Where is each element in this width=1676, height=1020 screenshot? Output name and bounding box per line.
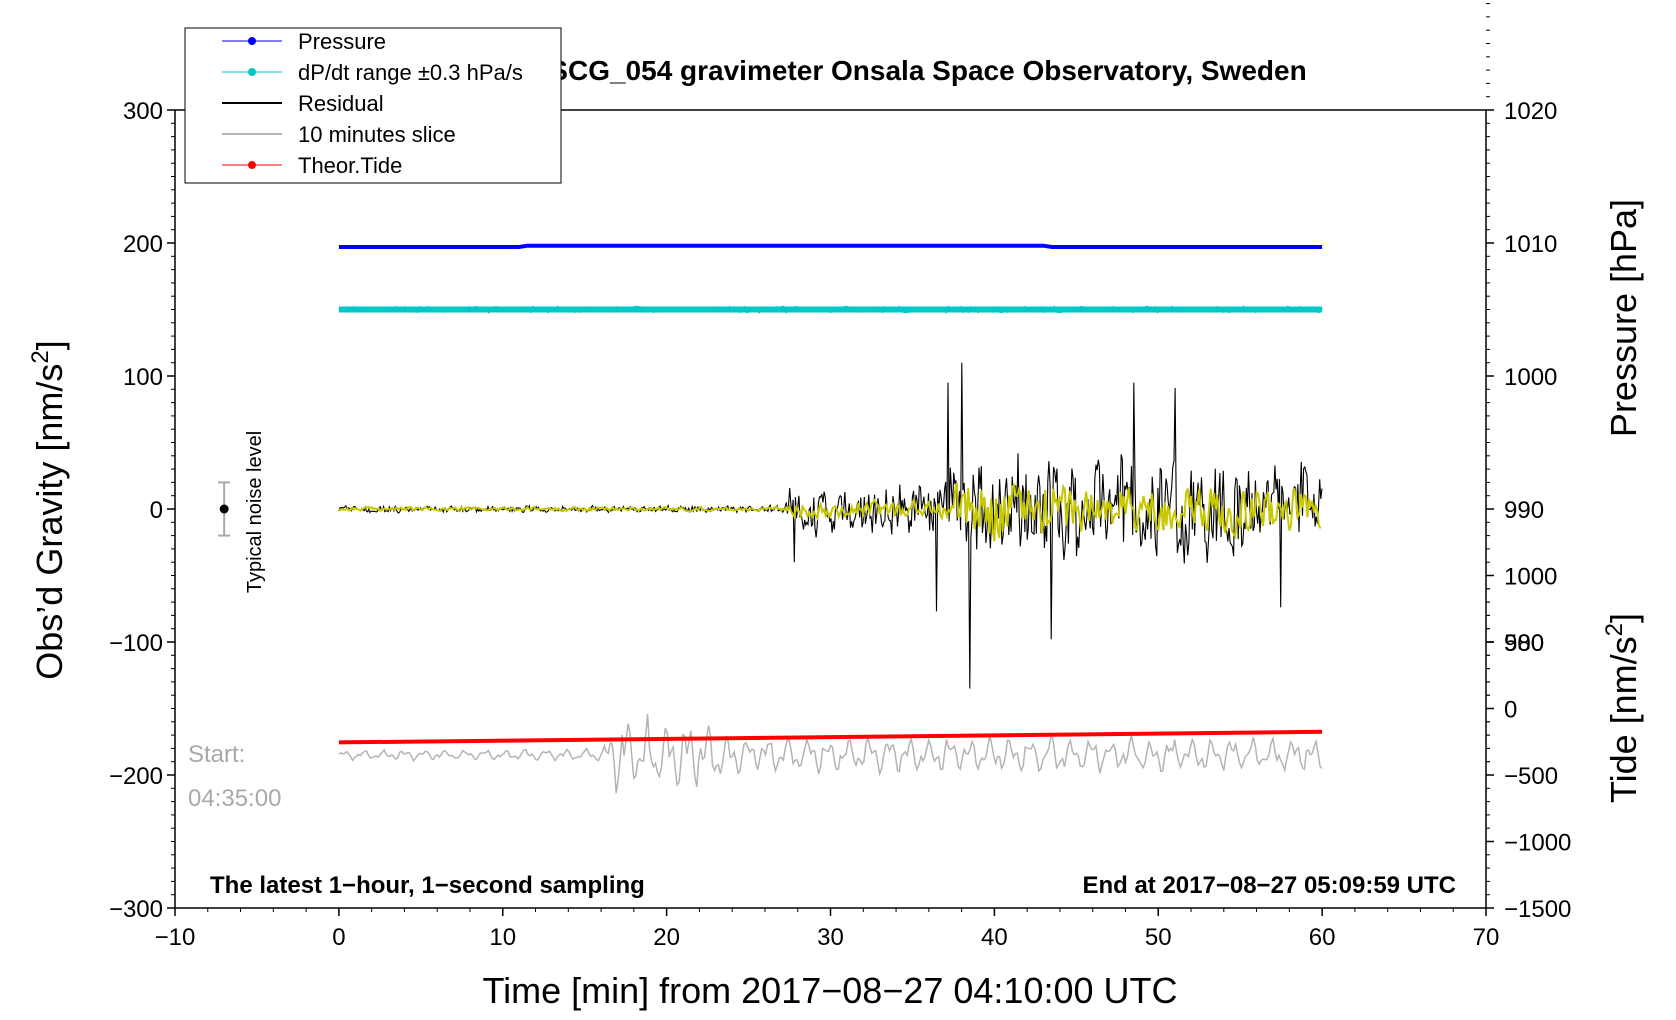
y-axis-title-tide: Tide [nm/s2] (1601, 613, 1644, 803)
y-left-tick-label: 100 (123, 364, 163, 391)
x-tick-label: −10 (155, 924, 196, 951)
axis-ticks: −10 0 10 20 30 40 50 60 703002001000−100−200−300… (109, 3, 1571, 951)
y-pressure-tick-label: 1020 (1504, 98, 1557, 125)
y-tide-tick-label: −1000 (1504, 830, 1571, 857)
legend-marker (248, 37, 256, 45)
x-tick-label: 50 (1145, 924, 1172, 951)
y-tide-tick-label: 500 (1504, 630, 1544, 657)
noise-center-point (219, 504, 229, 514)
start-label: Start: (188, 741, 245, 768)
noise-indicator (218, 481, 231, 537)
y-pressure-tick-label: 1010 (1504, 231, 1557, 258)
y-axis-title-left: Obs’d Gravity [nm/s2] (27, 340, 70, 679)
y-tide-tick-label: −500 (1504, 763, 1558, 790)
chart-title: SCG_054 gravimeter Onsala Space Observat… (549, 55, 1306, 86)
footer-left: The latest 1−hour, 1−second sampling (210, 872, 645, 899)
legend-item: 10 minutes slice (222, 122, 456, 147)
pressure-line (338, 243, 1323, 249)
y-left-tick-label: 0 (150, 497, 163, 524)
y-left-tick-label: −300 (109, 896, 163, 923)
y-tide-tick-label: 0 (1504, 697, 1517, 724)
legend-item: Pressure (222, 29, 386, 54)
legend-item: Residual (222, 91, 384, 116)
legend-label: 10 minutes slice (298, 122, 456, 147)
start-time: 04:35:00 (188, 785, 281, 812)
theor-tide-line (338, 729, 1323, 745)
dpdt-line (338, 305, 1323, 315)
noise-label: Typical noise level (244, 431, 266, 593)
legend-marker (248, 161, 256, 169)
y-pressure-tick-label: 980 (1504, 630, 1544, 657)
legend-label: Pressure (298, 29, 386, 54)
legend-box (184, 27, 562, 184)
x-tick-label: 10 (489, 924, 516, 951)
y-left-tick-label: −200 (109, 763, 163, 790)
series-layer (338, 243, 1323, 794)
x-tick-label: 30 (817, 924, 844, 951)
ten-minute-slice-line (338, 714, 1323, 794)
x-tick-label: 0 (332, 924, 345, 951)
y-tide-tick-label: −1500 (1504, 896, 1571, 923)
legend-label: Residual (298, 91, 384, 116)
y-tide-tick-label: 1000 (1504, 564, 1557, 591)
x-tick-label: 40 (981, 924, 1008, 951)
residual-line (338, 362, 1323, 689)
x-axis-title: Time [min] from 2017−08−27 04:10:00 UTC (482, 970, 1177, 1011)
legend-item: Theor.Tide (222, 153, 402, 178)
legend-label: dP/dt range ±0.3 hPa/s (298, 60, 523, 85)
x-tick-label: 70 (1473, 924, 1500, 951)
dpdt-band (338, 306, 1323, 313)
x-tick-label: 60 (1309, 924, 1336, 951)
y-left-tick-label: 300 (123, 98, 163, 125)
footer-right: End at 2017−08−27 05:09:59 UTC (1082, 872, 1456, 899)
y-left-tick-label: 200 (123, 231, 163, 258)
legend-item: dP/dt range ±0.3 hPa/s (222, 60, 523, 85)
legend-marker (248, 68, 256, 76)
y-axis-title-pressure: Pressure [hPa] (1603, 199, 1644, 437)
residual-smoothed-line (338, 482, 1322, 542)
y-pressure-tick-label: 1000 (1504, 364, 1557, 391)
y-left-tick-label: −100 (109, 630, 163, 657)
legend: Pressure dP/dt range ±0.3 hPa/s Residual 10… (184, 27, 562, 184)
y-pressure-tick-label: 990 (1504, 497, 1544, 524)
x-tick-label: 20 (653, 924, 680, 951)
legend-label: Theor.Tide (298, 153, 402, 178)
